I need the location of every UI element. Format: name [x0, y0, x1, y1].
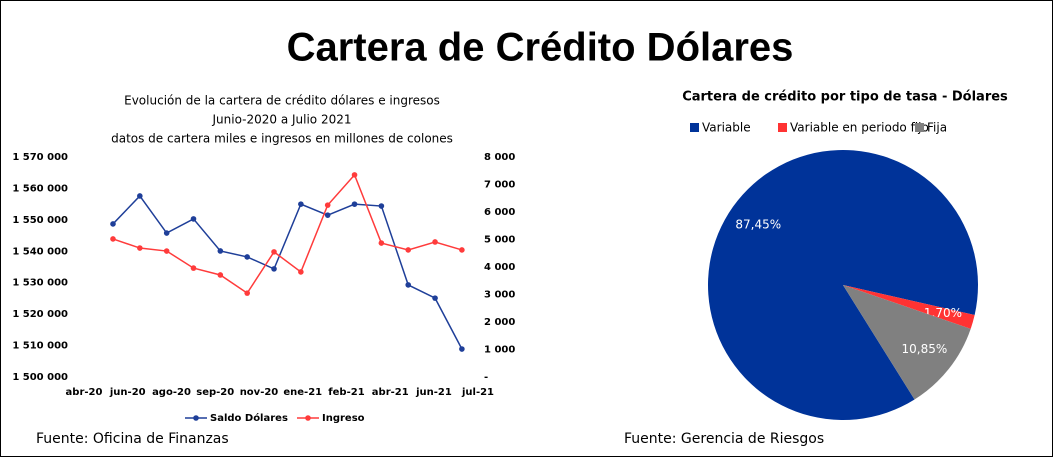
y-tick-label: 1 500 000 — [12, 372, 68, 383]
source: Fuente: Gerencia de Riesgos — [624, 431, 824, 447]
y-tick-label: 1 520 000 — [12, 309, 68, 320]
point — [137, 193, 143, 199]
series-line — [112, 173, 463, 295]
y-tick-label: 1 560 000 — [12, 183, 68, 194]
y2-tick-label: 6 000 — [484, 207, 515, 218]
y-tick-label: 1 510 000 — [12, 341, 68, 352]
y-tick-label: 1 550 000 — [12, 215, 68, 226]
chart-title: Junio-2020 a Julio 2021 — [211, 113, 351, 127]
legend-label: Ingreso — [322, 413, 365, 424]
legend-marker — [305, 415, 311, 421]
point — [137, 245, 143, 251]
y2-tick-label: 3 000 — [484, 290, 515, 301]
point — [163, 248, 170, 254]
chart-title: datos de cartera miles e ingresos en mil… — [111, 132, 453, 146]
pie-slice — [843, 285, 971, 400]
y-tick-label: 1 570 000 — [12, 152, 68, 163]
data-label: 87,45% — [735, 217, 781, 231]
y2-tick-label: 8 000 — [484, 152, 515, 163]
point — [271, 266, 277, 272]
legend-label: Fija — [927, 121, 947, 135]
x-tick-label: nov-20 — [240, 387, 279, 398]
y-tick-label: 1 530 000 — [12, 278, 68, 289]
x-tick-label: abr-20 — [66, 387, 103, 398]
x-tick-label: abr-21 — [372, 387, 409, 398]
page-title: Cartera de Crédito Dólares — [287, 26, 794, 70]
x-tick-label: ene-21 — [283, 387, 322, 398]
point — [190, 265, 197, 271]
y2-tick-label: - — [484, 372, 488, 383]
point — [298, 201, 304, 207]
point — [405, 247, 412, 253]
point — [110, 236, 116, 242]
point — [459, 247, 465, 253]
x-tick-label: ago-20 — [152, 387, 191, 398]
data-label: 10,85% — [902, 342, 948, 356]
y2-tick-label: 4 000 — [484, 262, 515, 273]
y2-tick-label: 7 000 — [484, 180, 515, 191]
point — [110, 221, 116, 227]
x-tick-label: sep-20 — [196, 387, 234, 398]
legend-marker — [193, 415, 199, 421]
point — [378, 203, 385, 209]
series-line — [112, 194, 463, 350]
y2-tick-label: 1 000 — [484, 345, 515, 356]
y-tick-label: 1 540 000 — [12, 246, 68, 257]
legend-swatch — [915, 123, 924, 132]
point — [324, 212, 331, 218]
point — [378, 240, 385, 246]
point — [190, 216, 197, 222]
y2-tick-label: 2 000 — [484, 317, 515, 328]
legend-swatch — [778, 123, 787, 132]
legend-swatch — [690, 123, 699, 132]
point — [271, 249, 277, 255]
point — [459, 346, 465, 352]
point — [351, 172, 358, 178]
x-tick-label: jun-20 — [109, 387, 146, 398]
point — [217, 248, 224, 254]
point — [163, 230, 170, 236]
x-tick-label: jul-21 — [461, 387, 494, 398]
chart-title: Cartera de crédito por tipo de tasa - Dó… — [682, 90, 1008, 105]
pie-slice — [708, 150, 978, 421]
point — [324, 202, 331, 208]
point — [432, 239, 438, 245]
point — [405, 282, 412, 288]
point — [298, 269, 304, 275]
point — [351, 201, 358, 207]
legend-label: Variable — [702, 121, 751, 135]
chart-title: Evolución de la cartera de crédito dólar… — [124, 94, 440, 108]
point — [217, 272, 224, 278]
point — [432, 295, 438, 301]
source: Fuente: Oficina de Finanzas — [36, 431, 229, 447]
point — [244, 290, 250, 296]
y2-tick-label: 5 000 — [484, 235, 515, 246]
legend-label: Saldo Dólares — [210, 412, 288, 424]
pie-slice — [843, 285, 975, 329]
x-tick-label: jun-21 — [415, 387, 452, 398]
point — [244, 254, 250, 260]
x-tick-label: feb-21 — [328, 387, 364, 398]
legend-label: Variable en periodo fijo — [790, 121, 929, 135]
